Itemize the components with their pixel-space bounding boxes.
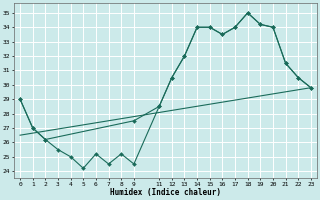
X-axis label: Humidex (Indice chaleur): Humidex (Indice chaleur) xyxy=(110,188,221,197)
